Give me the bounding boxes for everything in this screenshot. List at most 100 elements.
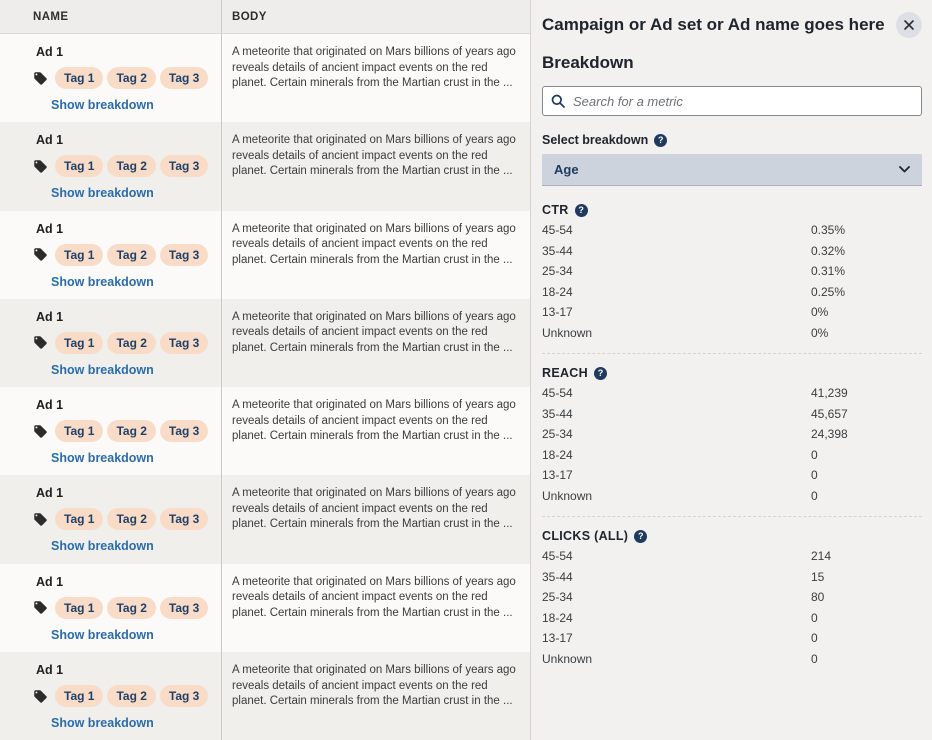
ad-body-text: planet. Certain minerals from the Martia… (232, 606, 513, 619)
ad-name: Ad 1 (36, 574, 64, 589)
table-row: Ad 1 Tag 1 Tag 2 Tag 3 Show breakdown A me… (0, 563, 530, 653)
close-icon (903, 19, 915, 31)
tag-pill[interactable]: Tag 3 (159, 685, 209, 708)
tag-pill[interactable]: Tag 2 (107, 508, 156, 531)
ad-tags: Tag 1 Tag 2 Tag 3 (33, 685, 213, 708)
metric-row: 45-54 214 (542, 546, 922, 567)
tag-pill[interactable]: Tag 2 (107, 685, 156, 708)
metric-row-value: 214 (811, 549, 832, 564)
tag-pill[interactable]: Tag 2 (107, 155, 156, 178)
tag-pill[interactable]: Tag 2 (107, 596, 156, 619)
tag-pill[interactable]: Tag 3 (159, 508, 209, 531)
tag-pill[interactable]: Tag 3 (159, 155, 209, 178)
metric-section-header: CTR ? (542, 203, 922, 217)
tag-pill[interactable]: Tag 1 (55, 155, 104, 178)
ad-tags: Tag 1 Tag 2 Tag 3 (33, 243, 213, 266)
ad-name-cell: Ad 1 Tag 1 Tag 2 Tag 3 Show breakdown (0, 34, 222, 123)
metric-row-value: 0% (811, 325, 829, 340)
metric-section: REACH ? 45-54 41,239 35-44 45,657 25-34 … (542, 366, 922, 506)
metric-row-value: 41,239 (811, 386, 848, 401)
tag-pill[interactable]: Tag 1 (55, 243, 104, 266)
ad-body-text: reveals details of ancient impact events… (232, 326, 488, 339)
show-breakdown-link[interactable]: Show breakdown (51, 362, 154, 377)
metric-sections: CTR ? 45-54 0.35% 35-44 0.32% 25-34 0.31… (542, 203, 922, 669)
show-breakdown-link[interactable]: Show breakdown (51, 98, 154, 112)
tag-pill[interactable]: Tag 2 (107, 67, 156, 89)
help-icon[interactable]: ? (634, 529, 648, 543)
metric-section-label: CTR (542, 203, 569, 217)
column-header-body: BODY (232, 10, 267, 23)
tag-icon (33, 335, 48, 350)
metric-row: Unknown 0 (542, 486, 922, 507)
tag-pill[interactable]: Tag 3 (159, 331, 209, 354)
ad-body-text: reveals details of ancient impact events… (232, 679, 488, 692)
help-icon[interactable]: ? (574, 203, 588, 217)
ad-name-cell: Ad 1 Tag 1 Tag 2 Tag 3 Show breakdown (0, 298, 222, 388)
tag-pill[interactable]: Tag 2 (107, 243, 156, 266)
metric-row: 13-17 0 (542, 465, 922, 486)
ad-body-text: A meteorite that originated on Mars bill… (232, 575, 516, 588)
ad-body-text: reveals details of ancient impact events… (232, 61, 488, 74)
tag-pill[interactable]: Tag 2 (107, 331, 156, 354)
metric-row-label: 18-24 (542, 284, 573, 299)
ad-body-text: A meteorite that originated on Mars bill… (232, 134, 516, 147)
metric-row-value: 0 (811, 468, 818, 483)
ad-body-text: planet. Certain minerals from the Martia… (232, 430, 513, 443)
metric-search-box[interactable] (542, 86, 922, 116)
ad-body-text: reveals details of ancient impact events… (232, 414, 488, 427)
tag-icon (33, 512, 48, 527)
tag-pill[interactable]: Tag 2 (107, 420, 156, 443)
show-breakdown-link[interactable]: Show breakdown (51, 186, 154, 201)
ad-name-cell: Ad 1 Tag 1 Tag 2 Tag 3 Show breakdown (0, 652, 222, 740)
metric-row-label: 25-34 (542, 427, 573, 442)
metric-row-label: 35-44 (542, 243, 573, 258)
help-icon[interactable]: ? (593, 366, 607, 380)
table-row: Ad 1 Tag 1 Tag 2 Tag 3 Show breakdown A me… (0, 475, 530, 564)
ad-body-text: reveals details of ancient impact events… (232, 238, 488, 251)
show-breakdown-link[interactable]: Show breakdown (51, 627, 154, 642)
search-input[interactable] (573, 93, 913, 109)
panel-header: Campaign or Ad set or Ad name goes here (542, 12, 922, 38)
ad-body-text: A meteorite that originated on Mars bill… (232, 46, 516, 58)
metric-row: 13-17 0% (542, 302, 922, 323)
tag-pill[interactable]: Tag 1 (55, 508, 104, 531)
close-button[interactable] (896, 12, 922, 38)
ad-body-text: A meteorite that originated on Mars bill… (232, 664, 516, 677)
metric-row: 18-24 0 (542, 608, 922, 629)
metric-row-label: Unknown (542, 325, 593, 340)
section-divider (542, 516, 922, 517)
metric-row-label: 25-34 (542, 590, 573, 605)
tag-icon (33, 424, 48, 439)
ad-tags: Tag 1 Tag 2 Tag 3 (33, 596, 213, 619)
ad-body-text: A meteorite that originated on Mars bill… (232, 310, 516, 323)
tag-pill[interactable]: Tag 1 (55, 67, 104, 89)
tag-pill[interactable]: Tag 3 (159, 243, 209, 266)
ad-tags: Tag 1 Tag 2 Tag 3 (33, 331, 213, 354)
ad-body-text: reveals details of ancient impact events… (232, 502, 488, 515)
tag-pill[interactable]: Tag 3 (159, 420, 209, 443)
show-breakdown-link[interactable]: Show breakdown (51, 539, 154, 554)
ad-tags: Tag 1 Tag 2 Tag 3 (33, 67, 213, 89)
tag-pill[interactable]: Tag 3 (159, 67, 209, 89)
column-header-name: NAME (0, 0, 222, 33)
metric-row-value: 0 (811, 651, 818, 666)
show-breakdown-link[interactable]: Show breakdown (51, 716, 154, 731)
show-breakdown-link[interactable]: Show breakdown (51, 274, 154, 289)
tag-pill[interactable]: Tag 3 (159, 596, 209, 619)
metric-row: 45-54 41,239 (542, 383, 922, 404)
select-breakdown-label: Select breakdown (542, 133, 649, 147)
breakdown-dropdown[interactable]: Age (542, 154, 922, 186)
tag-pill[interactable]: Tag 1 (55, 420, 104, 443)
panel-title: Campaign or Ad set or Ad name goes here (542, 15, 885, 34)
tag-pill[interactable]: Tag 1 (55, 596, 104, 619)
tag-pill[interactable]: Tag 1 (55, 685, 104, 708)
ads-table: NAME BODY Ad 1 Tag 1 Tag 2 Tag 3 Show brea… (0, 0, 530, 740)
ad-body-text: planet. Certain minerals from the Martia… (232, 77, 513, 89)
metric-row: 18-24 0 (542, 445, 922, 466)
help-icon[interactable]: ? (654, 133, 668, 147)
show-breakdown-link[interactable]: Show breakdown (51, 451, 154, 466)
table-row: Ad 1 Tag 1 Tag 2 Tag 3 Show breakdown A me… (0, 387, 530, 476)
tag-pill[interactable]: Tag 1 (55, 331, 104, 354)
section-divider (542, 353, 922, 354)
metric-section-label: CLICKS (ALL) (542, 529, 629, 543)
